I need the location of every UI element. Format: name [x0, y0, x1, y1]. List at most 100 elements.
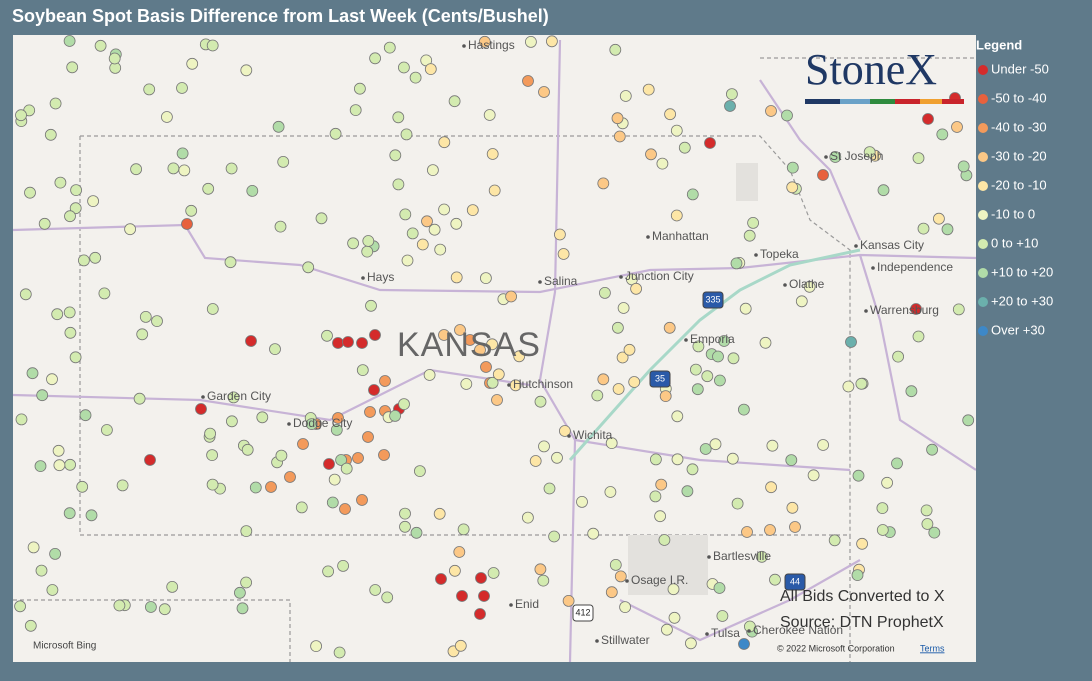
bid-point — [538, 86, 550, 98]
bid-point — [587, 527, 600, 540]
place-label: Emporia — [690, 332, 735, 346]
bid-point — [616, 351, 629, 364]
place-label: Cherokee Nation — [753, 623, 843, 637]
bid-point — [383, 41, 396, 54]
bid-point — [38, 217, 51, 230]
copyright: © 2022 Microsoft Corporation — [777, 643, 895, 653]
place-label: Bartlesville — [713, 549, 771, 563]
bid-point — [912, 330, 925, 343]
bid-point — [53, 459, 66, 472]
bid-point — [176, 82, 188, 94]
bid-point — [347, 237, 360, 250]
bid-point — [478, 35, 491, 48]
bid-point — [759, 336, 772, 349]
bid-point — [704, 137, 716, 149]
bid-point — [399, 520, 411, 533]
place-label: Kansas City — [860, 238, 924, 252]
bid-point — [764, 524, 776, 536]
bid-point — [505, 290, 518, 303]
title: Soybean Spot Basis Difference from Last … — [12, 6, 549, 26]
legend-swatch — [978, 268, 988, 278]
terms-link[interactable]: Terms — [920, 643, 945, 653]
bid-point — [474, 608, 486, 620]
bid-point — [353, 82, 366, 95]
bid-point — [322, 565, 335, 578]
bid-point — [133, 392, 146, 405]
legend-swatch — [978, 94, 988, 104]
bid-point — [786, 501, 799, 514]
shield — [702, 291, 724, 309]
bid-point — [66, 61, 79, 74]
bid-point — [817, 169, 829, 181]
bid-point — [381, 591, 394, 604]
bid-point — [952, 303, 965, 316]
bid-point — [19, 288, 32, 301]
bid-point — [224, 256, 237, 269]
bid-point — [716, 610, 729, 622]
bid-point — [817, 439, 829, 451]
place-dot — [567, 434, 571, 438]
bid-point — [726, 88, 738, 100]
bid-point — [392, 178, 405, 191]
bid-point — [576, 495, 588, 508]
bid-point — [828, 534, 841, 547]
legend-label: -10 to 0 — [991, 206, 1035, 221]
bid-point — [340, 462, 353, 475]
bid-point — [392, 111, 405, 124]
bid-point — [905, 385, 918, 398]
bid-point — [743, 229, 756, 242]
bid-point — [612, 383, 625, 395]
bid-point — [70, 184, 82, 197]
map: Hastings St Joseph Manhattan Topeka Kansas C… — [13, 35, 976, 662]
place-label: Garden City — [207, 389, 271, 403]
bid-point — [855, 377, 868, 390]
bid-point — [368, 384, 380, 396]
provider: Microsoft Bing — [33, 641, 96, 652]
bid-point — [658, 534, 671, 546]
bid-point — [661, 623, 673, 636]
bid-point — [538, 440, 550, 453]
bid-point — [269, 343, 281, 356]
place-dot — [854, 244, 858, 248]
bid-point — [457, 523, 470, 536]
bid-point — [249, 481, 262, 494]
bid-point — [438, 136, 451, 149]
bid-point — [101, 424, 113, 436]
bid-point — [204, 427, 217, 440]
bid-point — [480, 361, 492, 373]
place-label: St Joseph — [830, 149, 883, 163]
place-labels: Hastings St Joseph Manhattan Topeka Kansas C… — [201, 38, 953, 647]
bid-point — [667, 583, 680, 596]
place-dot — [747, 629, 751, 633]
bid-point — [917, 222, 930, 235]
bid-point — [337, 560, 350, 572]
bid-point — [738, 403, 750, 416]
bid-point — [650, 453, 662, 466]
bid-point — [63, 306, 76, 319]
bid-point — [613, 130, 626, 143]
bid-point — [64, 458, 76, 471]
bid-point — [730, 257, 743, 270]
bid-point — [525, 36, 537, 48]
shield-label: 335 — [705, 294, 720, 304]
bid-point — [15, 109, 27, 122]
bid-point — [714, 374, 726, 387]
bid-point — [551, 451, 563, 464]
legend-swatch — [978, 326, 988, 336]
bid-point — [609, 559, 622, 571]
bid-point — [781, 109, 793, 122]
bid-point — [881, 476, 893, 489]
bid-point — [450, 217, 463, 230]
bid-point — [701, 370, 714, 383]
bid-point — [378, 449, 390, 461]
place-dot — [783, 283, 787, 287]
bid-point — [416, 238, 429, 251]
bid-point — [206, 449, 219, 462]
place-dot — [595, 639, 599, 643]
bid-point — [87, 195, 99, 208]
bid-point — [738, 638, 750, 650]
place-dot — [462, 44, 466, 48]
bid-point — [534, 395, 547, 408]
bid-point — [685, 637, 697, 650]
bid-point — [548, 530, 560, 543]
